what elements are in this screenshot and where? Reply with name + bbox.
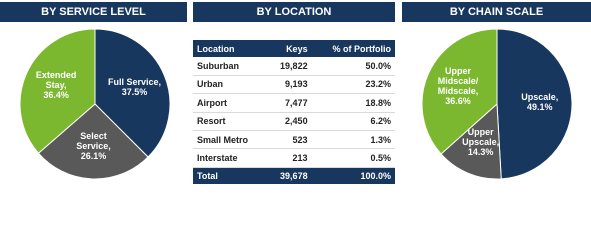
- table-cell: 39,678: [267, 167, 312, 184]
- slice-name: Upper Upscale,: [462, 127, 500, 148]
- slice-label: Upper Midscale/ Midscale, 36.6%: [431, 66, 485, 106]
- slice-label: Full Service, 37.5%: [107, 77, 161, 97]
- table-row: Airport 7,477 18.8%: [193, 93, 395, 113]
- panel-header: BY CHAIN SCALE: [402, 2, 591, 22]
- page: BY SERVICE LEVEL BY LOCATION BY CHAIN SC…: [0, 0, 591, 184]
- table-cell: Suburban: [193, 57, 268, 76]
- panel-header: BY LOCATION: [193, 2, 395, 22]
- table-cell: 100.0%: [311, 167, 395, 184]
- slice-name: Upscale,: [521, 91, 559, 102]
- table-cell: Urban: [193, 75, 268, 95]
- pie-slice: [19, 28, 96, 154]
- table-cell: Resort: [193, 112, 268, 131]
- table-cell: 18.8%: [311, 93, 395, 113]
- slice-value: 36.4%: [43, 90, 69, 101]
- table-row: Suburban 19,822 50.0%: [193, 57, 395, 76]
- pie-slice: [94, 28, 171, 158]
- slice-label: Extended Stay, 36.4%: [29, 70, 83, 100]
- table-cell: 213: [267, 148, 312, 168]
- table-cell: 6.2%: [311, 112, 395, 131]
- table-row: Location Keys% of Portfolio: [193, 40, 395, 58]
- table-cell: 2,450: [267, 112, 312, 131]
- slice-label: Select Service, 26.1%: [67, 131, 121, 161]
- pie-chart: [421, 28, 573, 180]
- table-cell: Total: [193, 167, 268, 184]
- location-table: Location Keys% of Portfolio Suburban 19,822…: [193, 40, 395, 184]
- table-row: Total 39,678 100.0%: [193, 167, 395, 184]
- slice-value: 26.1%: [80, 150, 107, 161]
- slice-value: 36.6%: [445, 95, 471, 106]
- table-row: Small Metro 523 1.3%: [193, 130, 395, 150]
- slice-value: 14.3%: [467, 147, 494, 158]
- slice-name: Full Service,: [107, 76, 161, 87]
- table-cell: 1.3%: [311, 130, 395, 150]
- slice-value: 49.1%: [526, 101, 553, 112]
- table-cell: Small Metro: [193, 130, 268, 150]
- table-cell: Airport: [193, 93, 268, 113]
- slice-label: Upscale, 49.1%: [513, 92, 567, 112]
- table-row: Interstate 213 0.5%: [193, 148, 395, 168]
- slice-label: Upper Upscale, 14.3%: [454, 127, 508, 157]
- table-cell: Location: [193, 40, 268, 58]
- table-cell: % of Portfolio: [311, 40, 395, 58]
- pie-chart: [19, 28, 171, 180]
- pie-slice: [37, 103, 149, 180]
- pie-slice: [496, 28, 573, 180]
- pie-slice: [440, 102, 502, 180]
- table-cell: 0.5%: [311, 148, 395, 168]
- table-cell: 7,477: [267, 93, 312, 113]
- slice-name: Extended Stay,: [35, 70, 77, 91]
- slice-name: Upper Midscale/ Midscale,: [437, 65, 479, 96]
- panel-header: BY SERVICE LEVEL: [0, 2, 187, 22]
- table-cell: 23.2%: [311, 75, 395, 95]
- slice-name: Select Service,: [76, 130, 111, 151]
- table-cell: 19,822: [267, 57, 312, 76]
- table-cell: Keys: [267, 40, 312, 58]
- table-cell: 523: [267, 130, 312, 150]
- table-cell: 9,193: [267, 75, 312, 95]
- slice-value: 37.5%: [121, 86, 148, 97]
- table-row: Urban 9,193 23.2%: [193, 75, 395, 95]
- table-row: Resort 2,450 6.2%: [193, 112, 395, 131]
- table-cell: Interstate: [193, 148, 268, 168]
- pie-slice: [421, 28, 498, 155]
- table-cell: 50.0%: [311, 57, 395, 76]
